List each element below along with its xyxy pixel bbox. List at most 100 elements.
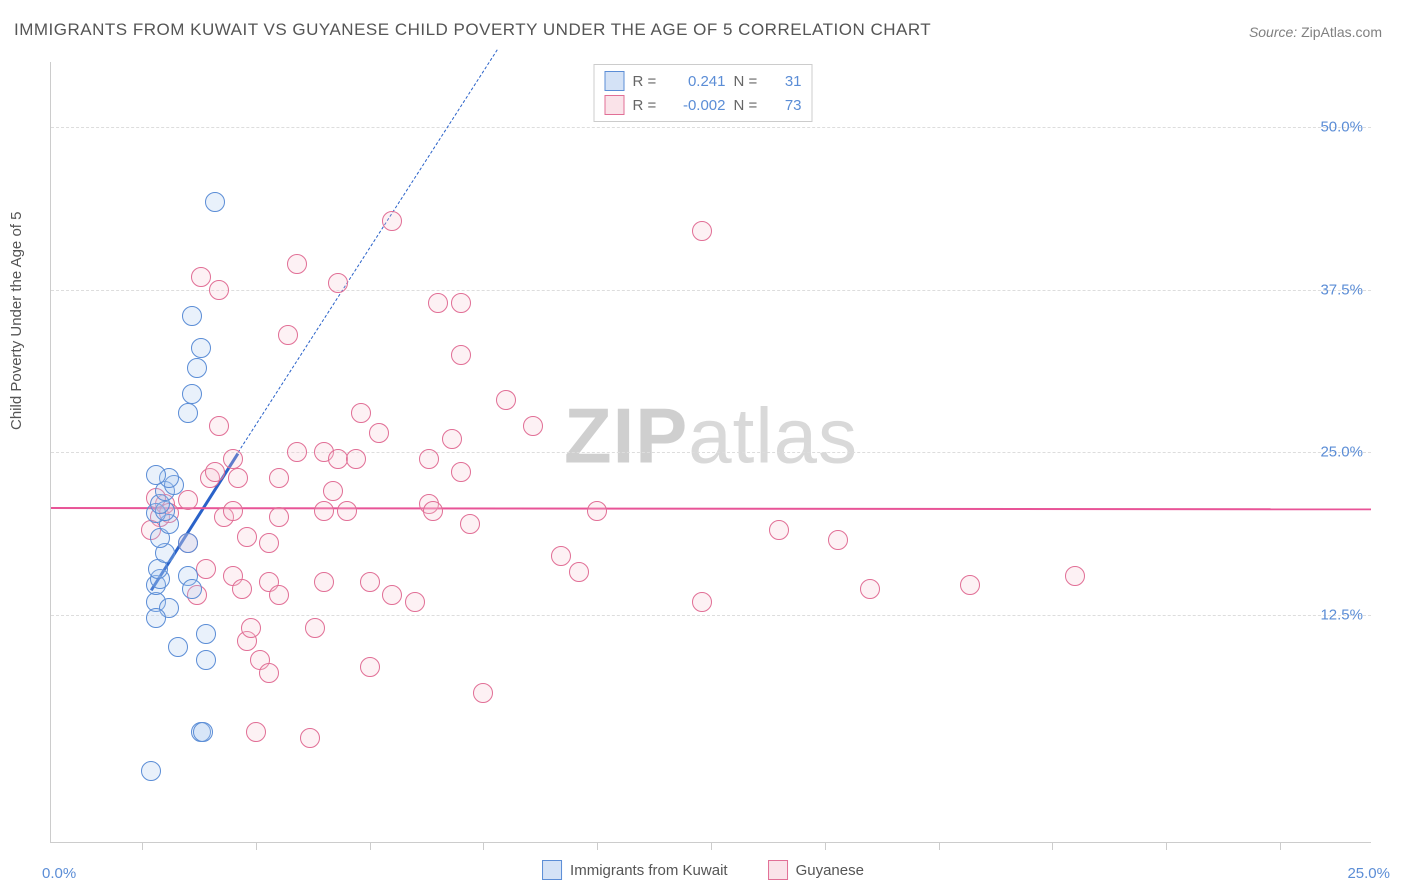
data-point-guyanese <box>314 572 334 592</box>
data-point-guyanese <box>523 416 543 436</box>
data-point-guyanese <box>451 462 471 482</box>
x-axis-max-label: 25.0% <box>1347 865 1390 882</box>
data-point-guyanese <box>360 572 380 592</box>
data-point-guyanese <box>269 468 289 488</box>
data-point-guyanese <box>209 280 229 300</box>
legend-r-label: R = <box>633 73 663 90</box>
x-tick <box>825 842 826 850</box>
series-legend: Immigrants from Kuwait Guyanese <box>542 860 864 880</box>
data-point-guyanese <box>278 325 298 345</box>
data-point-guyanese <box>328 273 348 293</box>
source-label: Source: <box>1249 24 1297 40</box>
x-tick <box>142 842 143 850</box>
data-point-guyanese <box>259 533 279 553</box>
legend-label: Guyanese <box>796 862 864 879</box>
x-tick <box>1052 842 1053 850</box>
data-point-guyanese <box>828 530 848 550</box>
data-point-guyanese <box>328 449 348 469</box>
data-point-kuwait <box>196 624 216 644</box>
data-point-guyanese <box>369 423 389 443</box>
data-point-guyanese <box>232 579 252 599</box>
y-tick-label: 25.0% <box>1320 444 1363 461</box>
data-point-guyanese <box>305 618 325 638</box>
trend-line-guyanese <box>51 507 1371 510</box>
chart-title: IMMIGRANTS FROM KUWAIT VS GUYANESE CHILD… <box>14 20 931 40</box>
data-point-kuwait <box>193 722 213 742</box>
data-point-guyanese <box>351 403 371 423</box>
data-point-guyanese <box>246 722 266 742</box>
x-tick <box>483 842 484 850</box>
gridline <box>51 615 1371 616</box>
y-tick-label: 12.5% <box>1320 606 1363 623</box>
data-point-kuwait <box>182 579 202 599</box>
data-point-guyanese <box>337 501 357 521</box>
data-point-kuwait <box>187 358 207 378</box>
data-point-guyanese <box>960 575 980 595</box>
legend-swatch-guyanese <box>605 95 625 115</box>
data-point-kuwait <box>182 306 202 326</box>
data-point-guyanese <box>209 416 229 436</box>
data-point-guyanese <box>287 442 307 462</box>
scatter-plot: ZIPatlas 12.5% 25.0% 37.5% 50.0% <box>50 62 1371 843</box>
data-point-kuwait <box>191 338 211 358</box>
legend-n-value: 31 <box>772 73 802 90</box>
data-point-guyanese <box>551 546 571 566</box>
data-point-guyanese <box>587 501 607 521</box>
data-point-guyanese <box>323 481 343 501</box>
data-point-kuwait <box>178 403 198 423</box>
data-point-guyanese <box>405 592 425 612</box>
x-tick <box>1166 842 1167 850</box>
legend-swatch-guyanese <box>768 860 788 880</box>
x-tick <box>939 842 940 850</box>
x-tick <box>711 842 712 850</box>
x-axis-min-label: 0.0% <box>42 865 76 882</box>
legend-n-value: 73 <box>772 97 802 114</box>
data-point-guyanese <box>428 293 448 313</box>
legend-n-label: N = <box>734 73 764 90</box>
data-point-guyanese <box>360 657 380 677</box>
data-point-guyanese <box>692 221 712 241</box>
data-point-guyanese <box>473 683 493 703</box>
data-point-guyanese <box>496 390 516 410</box>
data-point-guyanese <box>692 592 712 612</box>
x-tick <box>597 842 598 850</box>
data-point-guyanese <box>205 462 225 482</box>
legend-r-value: -0.002 <box>671 97 726 114</box>
data-point-kuwait <box>178 533 198 553</box>
data-point-guyanese <box>442 429 462 449</box>
x-tick <box>1280 842 1281 850</box>
data-point-kuwait <box>168 637 188 657</box>
data-point-kuwait <box>196 650 216 670</box>
gridline <box>51 127 1371 128</box>
legend-r-value: 0.241 <box>671 73 726 90</box>
data-point-guyanese <box>191 267 211 287</box>
data-point-guyanese <box>346 449 366 469</box>
data-point-guyanese <box>419 449 439 469</box>
data-point-guyanese <box>460 514 480 534</box>
x-tick <box>370 842 371 850</box>
legend-row-kuwait: R = 0.241 N = 31 <box>605 69 802 93</box>
data-point-guyanese <box>314 501 334 521</box>
data-point-guyanese <box>237 527 257 547</box>
data-point-guyanese <box>269 585 289 605</box>
data-point-kuwait <box>146 465 166 485</box>
data-point-guyanese <box>259 663 279 683</box>
data-point-guyanese <box>860 579 880 599</box>
data-point-guyanese <box>287 254 307 274</box>
data-point-guyanese <box>769 520 789 540</box>
correlation-legend: R = 0.241 N = 31 R =-0.002N =73 <box>594 64 813 122</box>
data-point-guyanese <box>569 562 589 582</box>
legend-item-guyanese: Guyanese <box>768 860 864 880</box>
watermark-rest: atlas <box>688 392 858 480</box>
watermark: ZIPatlas <box>564 391 858 482</box>
trend-line-dash-kuwait <box>237 49 497 453</box>
legend-swatch-kuwait <box>542 860 562 880</box>
y-tick-label: 37.5% <box>1320 281 1363 298</box>
gridline <box>51 452 1371 453</box>
data-point-guyanese <box>423 501 443 521</box>
legend-swatch-kuwait <box>605 71 625 91</box>
y-tick-label: 50.0% <box>1320 119 1363 136</box>
legend-item-kuwait: Immigrants from Kuwait <box>542 860 728 880</box>
legend-row-guyanese: R =-0.002N =73 <box>605 93 802 117</box>
data-point-guyanese <box>269 507 289 527</box>
